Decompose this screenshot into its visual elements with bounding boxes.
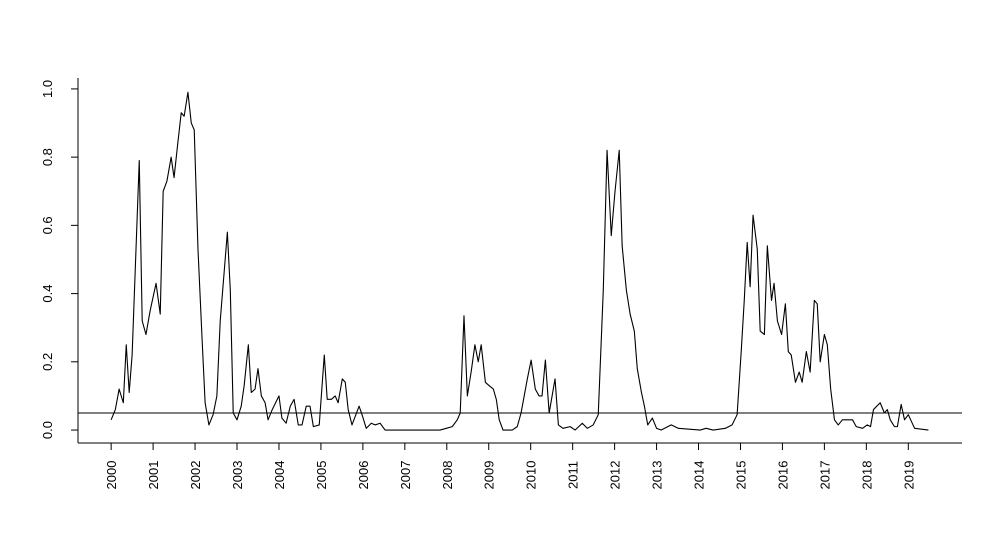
x-tick-label: 2018 bbox=[859, 461, 874, 490]
y-tick-label: 1.0 bbox=[40, 80, 55, 98]
x-tick-label: 2016 bbox=[775, 461, 790, 490]
y-tick-label: 0.2 bbox=[40, 353, 55, 371]
x-tick-label: 2007 bbox=[398, 461, 413, 490]
x-tick-label: 2009 bbox=[482, 461, 497, 490]
y-tick-label: 0.4 bbox=[40, 285, 55, 303]
x-tick-label: 2008 bbox=[440, 461, 455, 490]
x-tick-label: 2011 bbox=[566, 461, 581, 489]
x-tick-label: 2005 bbox=[314, 461, 329, 490]
y-tick-label: 0.8 bbox=[40, 148, 55, 166]
x-tick-label: 2017 bbox=[817, 461, 832, 490]
x-tick-label: 2013 bbox=[650, 461, 665, 490]
data-line bbox=[110, 91, 929, 431]
x-tick-label: 2000 bbox=[104, 461, 119, 490]
x-tick-label: 2002 bbox=[188, 461, 203, 490]
x-tick-label: 2019 bbox=[901, 461, 916, 490]
x-tick-label: 2014 bbox=[692, 461, 707, 490]
x-tick-label: 2004 bbox=[272, 461, 287, 490]
x-tick-label: 2006 bbox=[356, 461, 371, 490]
y-tick-label: 0.0 bbox=[40, 421, 55, 439]
x-tick-label: 2010 bbox=[524, 461, 539, 490]
x-tick-label: 2012 bbox=[608, 461, 623, 490]
x-tick-label: 2001 bbox=[146, 461, 161, 490]
x-tick-label: 2015 bbox=[733, 461, 748, 490]
y-tick-label: 0.6 bbox=[40, 216, 55, 234]
x-tick-label: 2003 bbox=[230, 461, 245, 490]
